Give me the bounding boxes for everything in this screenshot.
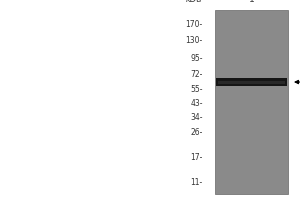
Text: 1: 1 — [249, 0, 254, 4]
Text: 43-: 43- — [190, 99, 203, 108]
Text: 11-: 11- — [191, 178, 203, 187]
Bar — [216, 78, 287, 86]
Text: 55-: 55- — [190, 85, 203, 94]
Text: kDa: kDa — [185, 0, 202, 4]
Bar — [215, 10, 288, 194]
Bar — [218, 81, 285, 84]
Text: 26-: 26- — [190, 128, 203, 137]
Text: 170-: 170- — [186, 20, 203, 29]
Text: 130-: 130- — [186, 36, 203, 45]
Text: 17-: 17- — [190, 153, 203, 162]
Text: 34-: 34- — [190, 113, 203, 122]
Text: 95-: 95- — [190, 54, 203, 63]
Text: 72-: 72- — [190, 70, 203, 79]
